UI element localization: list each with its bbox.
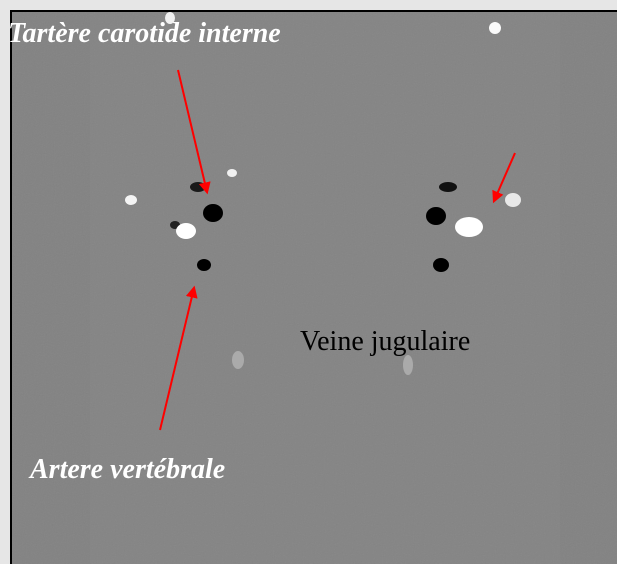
label-vertebral: Artere vertébrale	[28, 454, 225, 485]
label-jugular: Veine jugulaire	[300, 326, 470, 357]
page: Tartère carotide interne Veine jugulaire…	[0, 0, 617, 564]
label-carotid: Tartère carotide interne	[8, 18, 281, 49]
figure: Tartère carotide interne Veine jugulaire…	[0, 0, 617, 564]
